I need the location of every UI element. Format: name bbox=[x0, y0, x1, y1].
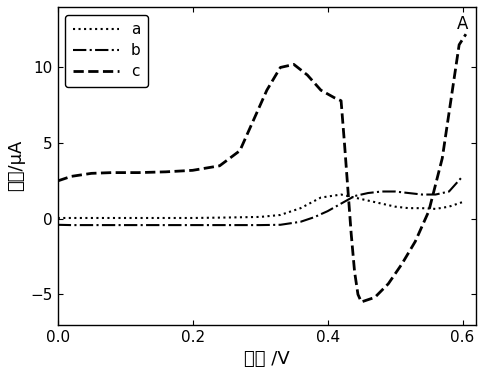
a bbox=[318, 195, 324, 200]
c bbox=[426, 209, 432, 213]
c bbox=[355, 292, 361, 297]
c bbox=[190, 168, 196, 172]
b bbox=[433, 192, 439, 197]
c bbox=[331, 96, 337, 100]
b bbox=[406, 191, 412, 195]
a bbox=[190, 216, 196, 220]
a bbox=[338, 192, 344, 197]
a bbox=[277, 213, 283, 217]
a bbox=[298, 206, 303, 210]
b bbox=[298, 219, 303, 224]
c bbox=[304, 73, 310, 77]
a bbox=[109, 216, 114, 220]
b bbox=[136, 223, 142, 227]
a bbox=[163, 216, 169, 220]
c bbox=[109, 170, 114, 175]
c bbox=[348, 232, 354, 236]
b bbox=[190, 223, 196, 227]
c bbox=[456, 42, 462, 47]
b bbox=[460, 174, 466, 178]
c bbox=[345, 186, 351, 191]
a bbox=[257, 214, 263, 219]
c bbox=[341, 141, 347, 146]
a bbox=[419, 206, 425, 210]
b bbox=[277, 222, 283, 227]
c bbox=[55, 178, 61, 183]
a bbox=[88, 216, 94, 220]
b bbox=[311, 215, 317, 219]
Line: c: c bbox=[58, 34, 466, 302]
c bbox=[291, 62, 297, 67]
a bbox=[224, 215, 229, 220]
a bbox=[379, 201, 384, 206]
b bbox=[224, 223, 229, 227]
c bbox=[136, 170, 142, 175]
Line: b: b bbox=[58, 176, 463, 225]
Legend: a, b, c: a, b, c bbox=[65, 15, 148, 87]
b bbox=[325, 209, 330, 213]
b bbox=[446, 189, 452, 194]
a bbox=[392, 204, 398, 209]
b bbox=[257, 223, 263, 227]
c bbox=[399, 262, 405, 266]
a bbox=[55, 216, 61, 220]
c bbox=[450, 88, 455, 92]
b bbox=[163, 223, 169, 227]
a bbox=[460, 200, 466, 204]
c bbox=[412, 239, 418, 244]
c bbox=[463, 32, 469, 36]
c bbox=[163, 170, 169, 174]
c bbox=[217, 164, 223, 168]
c bbox=[264, 88, 270, 92]
c bbox=[237, 148, 243, 153]
a bbox=[68, 216, 74, 220]
Line: a: a bbox=[58, 195, 463, 218]
c bbox=[440, 156, 445, 160]
c bbox=[358, 300, 364, 304]
b bbox=[392, 189, 398, 194]
b bbox=[68, 223, 74, 227]
c bbox=[338, 99, 344, 103]
c bbox=[88, 171, 94, 176]
c bbox=[68, 174, 74, 178]
a bbox=[406, 206, 412, 210]
b bbox=[109, 223, 114, 227]
Y-axis label: 电流/μA: 电流/μA bbox=[7, 140, 25, 192]
c bbox=[318, 88, 324, 92]
c bbox=[385, 282, 391, 286]
c bbox=[277, 65, 283, 70]
c bbox=[251, 118, 256, 123]
b bbox=[88, 223, 94, 227]
b bbox=[419, 192, 425, 197]
b bbox=[55, 222, 61, 227]
X-axis label: 电势 /V: 电势 /V bbox=[244, 350, 290, 368]
Text: A: A bbox=[457, 15, 469, 33]
c bbox=[352, 270, 357, 274]
c bbox=[372, 295, 378, 300]
b bbox=[338, 201, 344, 206]
b bbox=[379, 189, 384, 194]
a bbox=[136, 216, 142, 220]
a bbox=[446, 204, 452, 209]
a bbox=[358, 197, 364, 201]
b bbox=[365, 191, 371, 195]
a bbox=[433, 207, 439, 211]
b bbox=[352, 194, 357, 198]
